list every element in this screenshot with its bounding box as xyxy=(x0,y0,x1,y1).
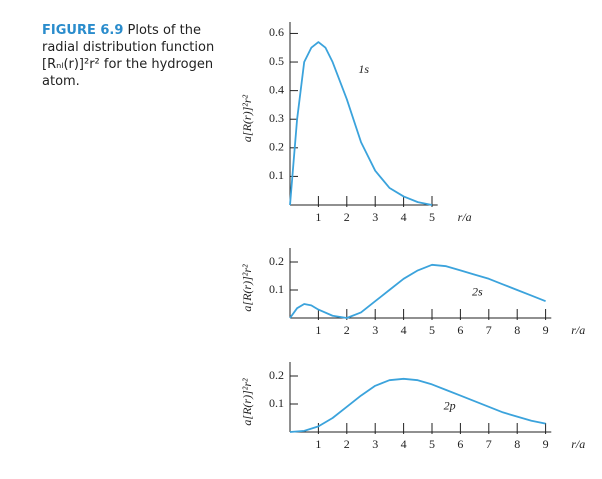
x-tick-label: 1 xyxy=(315,210,321,224)
x-axis-label: r/a xyxy=(571,437,585,451)
curve-label: 1s xyxy=(358,62,369,76)
y-tick-label: 0.1 xyxy=(269,168,284,182)
y-axis-label: a[R(r)]²r² xyxy=(240,264,254,312)
x-tick-label: 4 xyxy=(401,437,407,451)
x-tick-label: 9 xyxy=(543,437,549,451)
y-tick-label: 0.1 xyxy=(269,282,284,296)
x-tick-label: 8 xyxy=(514,323,520,337)
x-tick-label: 2 xyxy=(344,323,350,337)
x-tick-label: 3 xyxy=(372,210,378,224)
x-tick-label: 2 xyxy=(344,437,350,451)
x-axis-label: r/a xyxy=(458,210,472,224)
y-tick-label: 0.2 xyxy=(269,368,284,382)
x-tick-label: 3 xyxy=(372,323,378,337)
caption: FIGURE 6.9 Plots of the radial distribut… xyxy=(42,22,227,90)
y-axis-label: a[R(r)]²r² xyxy=(240,378,254,426)
x-tick-label: 5 xyxy=(429,323,435,337)
x-tick-label: 3 xyxy=(372,437,378,451)
curve-label: 2p xyxy=(444,399,456,413)
x-tick-label: 5 xyxy=(429,437,435,451)
curve xyxy=(289,263,546,319)
curve xyxy=(289,41,433,206)
curve-label: 2s xyxy=(472,285,483,299)
curve xyxy=(289,377,546,433)
caption-label: FIGURE 6.9 xyxy=(42,23,124,38)
y-tick-label: 0.3 xyxy=(269,111,284,125)
caption-text: Plots of the radial distribution functio… xyxy=(42,23,215,89)
x-tick-label: 6 xyxy=(457,437,463,451)
y-tick-label: 0.4 xyxy=(269,82,284,96)
x-tick-label: 1 xyxy=(315,437,321,451)
x-tick-label: 5 xyxy=(429,210,435,224)
y-tick-label: 0.2 xyxy=(269,140,284,154)
x-tick-label: 6 xyxy=(457,323,463,337)
x-tick-label: 7 xyxy=(486,323,492,337)
x-tick-label: 4 xyxy=(401,210,407,224)
x-tick-label: 7 xyxy=(486,437,492,451)
y-tick-label: 0.1 xyxy=(269,396,284,410)
x-tick-label: 4 xyxy=(401,323,407,337)
x-tick-label: 9 xyxy=(543,323,549,337)
x-tick-label: 8 xyxy=(514,437,520,451)
x-tick-label: 1 xyxy=(315,323,321,337)
x-axis-label: r/a xyxy=(571,323,585,337)
y-tick-label: 0.5 xyxy=(269,54,284,68)
y-axis-label: a[R(r)]²r² xyxy=(240,95,254,143)
y-tick-label: 0.2 xyxy=(269,254,284,268)
y-tick-label: 0.6 xyxy=(269,25,284,39)
x-tick-label: 2 xyxy=(344,210,350,224)
